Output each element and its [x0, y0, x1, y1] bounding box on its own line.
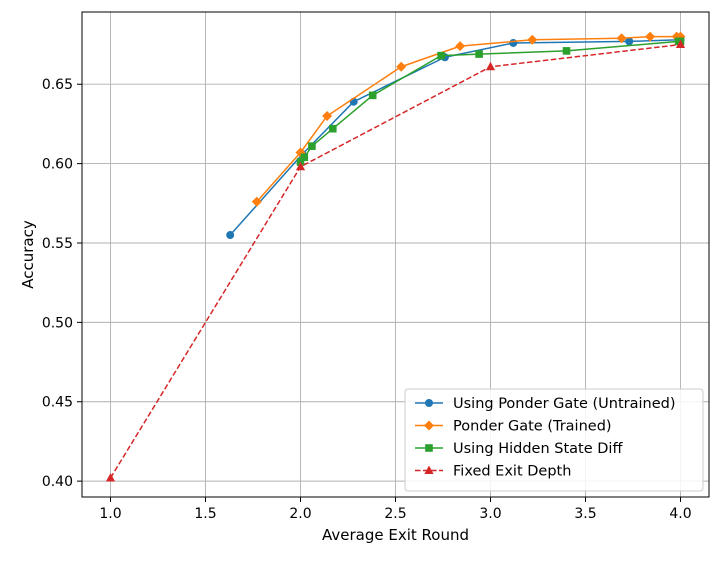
x-tick-label: 2.0 — [289, 506, 311, 522]
y-tick-label: 0.65 — [42, 77, 73, 93]
legend-entry: Ponder Gate (Trained) — [415, 419, 612, 435]
legend-box — [404, 388, 704, 492]
series-ponder-gate-trained — [251, 31, 686, 207]
y-tick-label: 0.40 — [42, 474, 73, 490]
y-tick-label: 0.45 — [42, 395, 73, 411]
data-point — [105, 472, 116, 482]
legend-entry: Fixed Exit Depth — [415, 464, 571, 480]
data-point — [625, 37, 634, 46]
series-layer — [105, 31, 686, 482]
series-line — [299, 40, 681, 163]
legend-marker — [425, 399, 433, 407]
legend-label: Using Hidden State Diff — [453, 441, 623, 457]
legend-marker — [424, 420, 434, 431]
data-point — [645, 31, 656, 42]
x-tick-label: 1.0 — [99, 506, 121, 522]
legend-label: Ponder Gate (Trained) — [453, 419, 612, 435]
x-tick-label: 3.0 — [479, 506, 501, 522]
legend-entry: Using Ponder Gate (Untrained) — [415, 396, 676, 412]
axis-ticks: 1.0 1.5 2.0 2.5 3.0 3.5 4.0 0.40 0.45 0.50 0.55 0.6… — [42, 77, 692, 522]
y-tick-label: 0.55 — [42, 236, 73, 252]
data-point — [562, 47, 571, 55]
data-point — [295, 161, 306, 171]
data-point — [396, 61, 407, 72]
data-point — [251, 196, 262, 207]
y-tick-label: 0.50 — [42, 315, 73, 331]
x-tick-label: 2.5 — [384, 506, 406, 522]
data-point — [485, 61, 496, 71]
legend-label: Using Ponder Gate (Untrained) — [453, 396, 676, 412]
x-axis-title: Average Exit Round — [322, 526, 469, 544]
legend-marker — [425, 444, 433, 452]
data-point — [675, 39, 686, 49]
data-point — [455, 41, 466, 52]
data-point — [616, 33, 627, 44]
legend-label: Fixed Exit Depth — [453, 464, 571, 480]
x-tick-label: 3.5 — [574, 506, 596, 522]
data-point — [509, 38, 518, 47]
y-tick-label: 0.60 — [42, 157, 73, 173]
series-line — [109, 43, 681, 479]
grid — [82, 12, 709, 497]
data-point — [475, 50, 483, 58]
legend-entry: Using Hidden State Diff — [415, 441, 623, 457]
data-point — [437, 51, 445, 60]
data-point — [300, 153, 309, 162]
data-point — [329, 124, 337, 133]
x-tick-label: 1.5 — [194, 506, 216, 522]
legend: Using Ponder Gate (Untrained) Ponder Gate… — [404, 388, 704, 492]
series-line — [256, 35, 681, 203]
data-point — [226, 231, 235, 240]
x-tick-label: 4.0 — [669, 506, 691, 522]
data-point — [322, 110, 333, 121]
data-point — [368, 91, 377, 100]
y-axis-title: Accuracy — [19, 220, 37, 289]
series-fixed-exit-depth — [105, 39, 686, 482]
legend-marker — [424, 465, 434, 474]
data-point — [527, 34, 538, 45]
data-point — [308, 142, 316, 150]
